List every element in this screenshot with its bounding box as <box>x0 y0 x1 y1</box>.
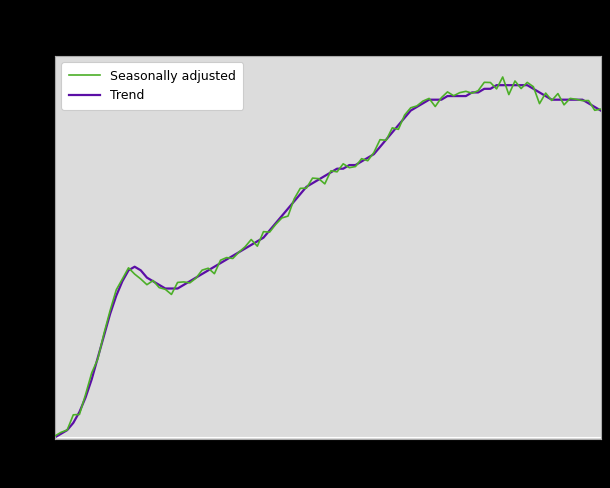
Trend <box>597 108 605 114</box>
Seasonally adjusted <box>125 265 132 271</box>
Seasonally adjusted <box>499 74 506 80</box>
Seasonally adjusted <box>579 98 586 103</box>
Trend <box>523 82 531 88</box>
Seasonally adjusted <box>597 106 605 112</box>
Trend <box>511 82 518 88</box>
Seasonally adjusted <box>511 78 518 84</box>
Legend: Seasonally adjusted, Trend: Seasonally adjusted, Trend <box>61 62 243 110</box>
Trend <box>51 434 59 440</box>
Line: Seasonally adjusted: Seasonally adjusted <box>55 77 601 436</box>
Seasonally adjusted <box>431 103 439 109</box>
Seasonally adjusted <box>217 257 224 263</box>
Trend <box>493 82 500 88</box>
Seasonally adjusted <box>51 433 59 439</box>
Trend <box>125 267 132 273</box>
Trend <box>431 97 439 102</box>
Trend <box>217 260 224 266</box>
Seasonally adjusted <box>523 80 531 85</box>
Trend <box>579 97 586 102</box>
Line: Trend: Trend <box>55 85 601 437</box>
